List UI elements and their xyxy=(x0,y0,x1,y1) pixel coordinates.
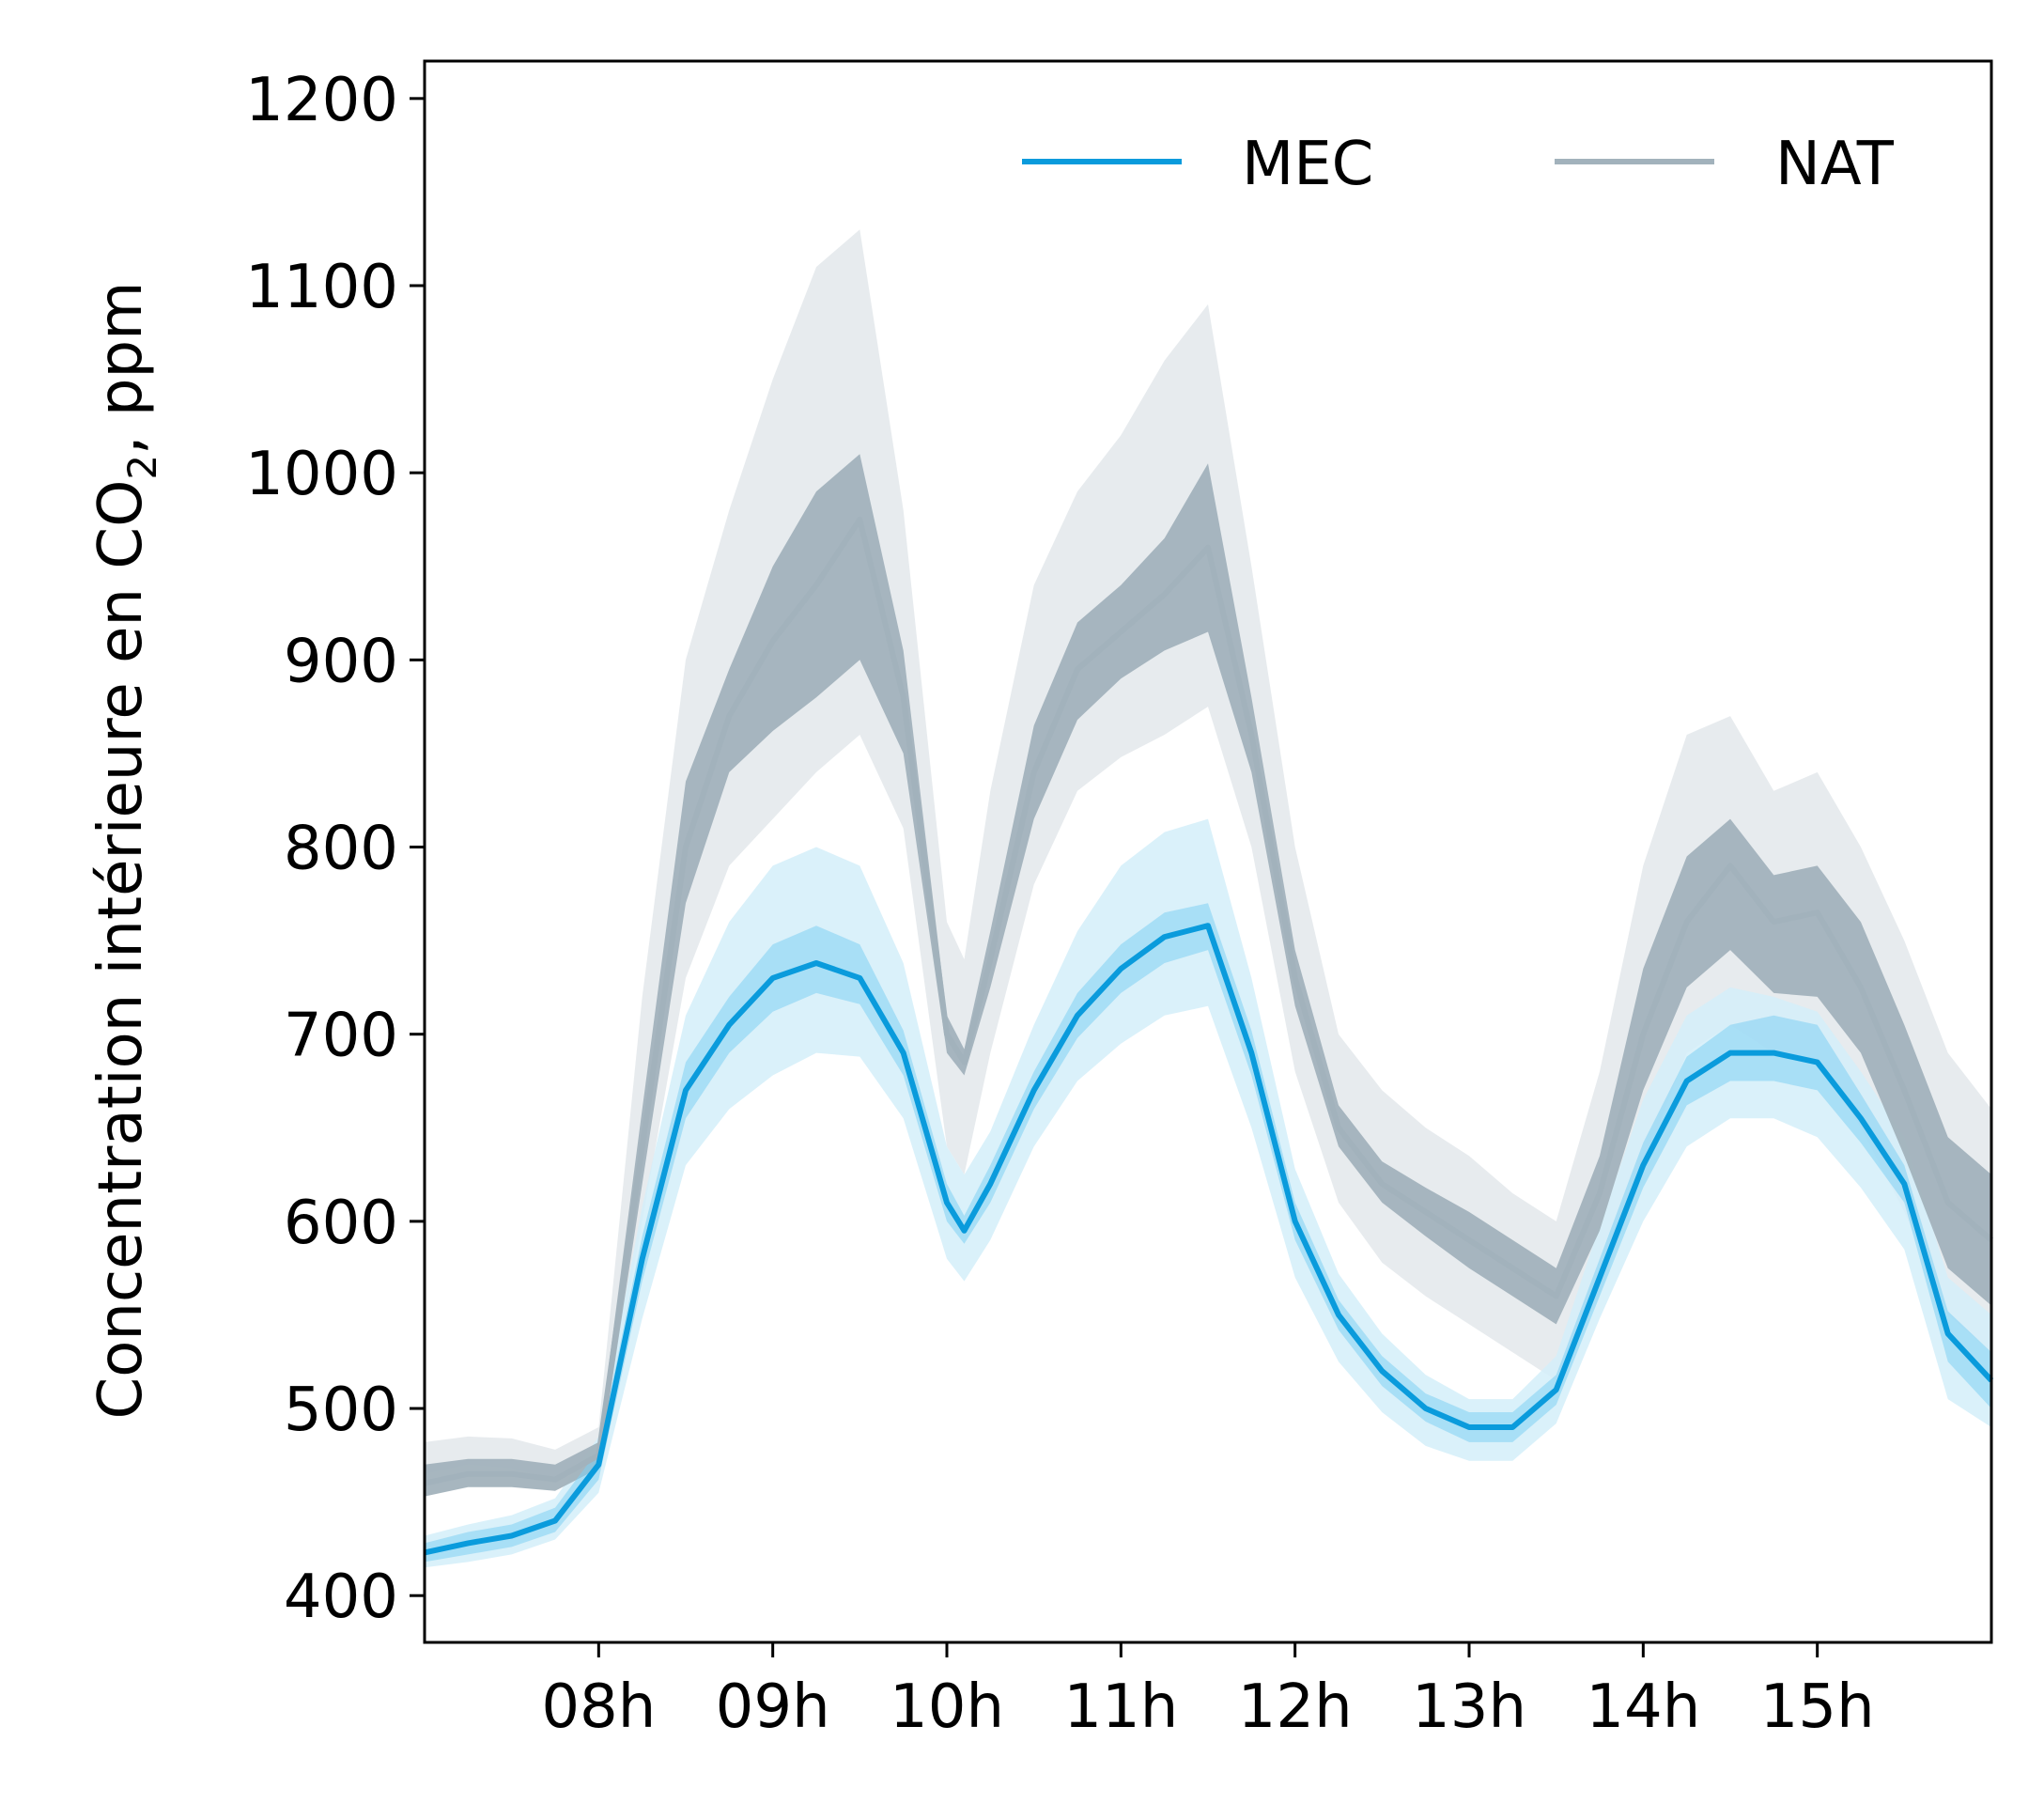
x-axis: 08h 09h 10h 11h 12h 13h 14h 15h xyxy=(541,1642,1875,1742)
y-tick-label: 700 xyxy=(284,1002,398,1071)
legend: MEC NAT xyxy=(1022,130,1895,199)
x-tick-label: 12h xyxy=(1238,1672,1353,1742)
y-tick-label: 400 xyxy=(284,1563,398,1632)
x-tick-label: 11h xyxy=(1063,1672,1178,1742)
y-tick-label: 800 xyxy=(284,815,398,884)
plot-frame xyxy=(423,59,1993,1644)
y-axis-label-subscript: 2 xyxy=(119,455,165,480)
x-tick-label: 10h xyxy=(890,1672,1004,1742)
x-tick-label: 08h xyxy=(541,1672,656,1742)
x-tick-label: 13h xyxy=(1412,1672,1526,1742)
nat-series-line xyxy=(424,517,1993,1486)
y-tick-label: 1000 xyxy=(245,440,398,509)
legend-label-nat: NAT xyxy=(1775,130,1895,199)
nat-inner-band xyxy=(425,454,1991,1497)
mec-series-line xyxy=(424,923,1994,1556)
y-tick-label: 600 xyxy=(284,1189,398,1258)
uncertainty-bands xyxy=(425,229,1991,1568)
x-tick-label: 15h xyxy=(1760,1672,1875,1742)
y-tick-label: 500 xyxy=(284,1376,398,1445)
y-axis-label: Concentration intérieure en CO2, ppm xyxy=(86,282,165,1420)
y-axis-label-unit: , ppm xyxy=(86,282,156,455)
mec-outer-band xyxy=(425,818,1991,1568)
y-axis-label-main: Concentration intérieure en CO xyxy=(86,480,156,1420)
y-axis: 400 500 600 700 800 900 1000 1100 1200 xyxy=(245,66,425,1632)
y-tick-label: 1100 xyxy=(245,253,398,322)
legend-label-mec: MEC xyxy=(1242,130,1373,199)
x-tick-label: 09h xyxy=(716,1672,830,1742)
x-tick-label: 14h xyxy=(1586,1672,1700,1742)
series-lines xyxy=(424,517,1994,1556)
y-tick-label: 900 xyxy=(284,627,398,696)
y-tick-label: 1200 xyxy=(245,66,398,135)
mec-inner-band xyxy=(425,903,1991,1563)
